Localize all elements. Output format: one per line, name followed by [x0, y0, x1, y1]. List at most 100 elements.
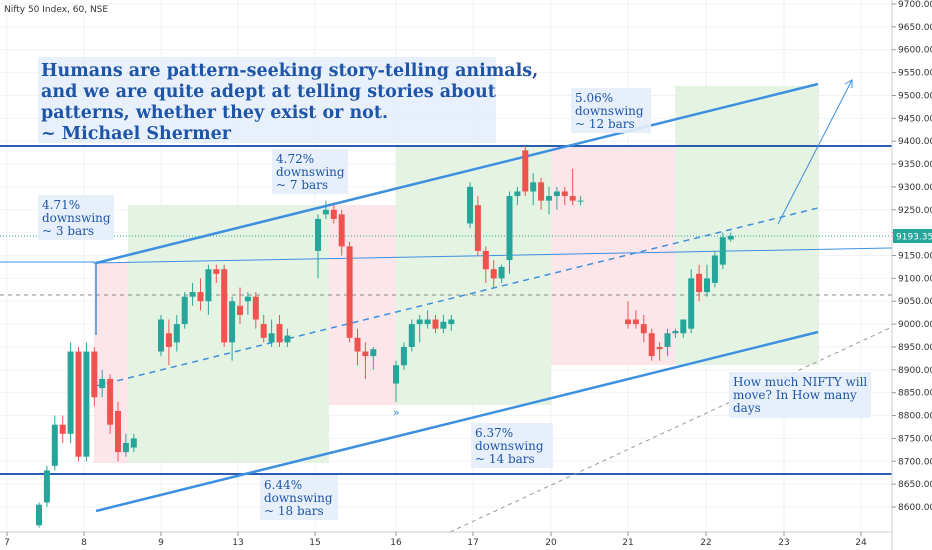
candle-down: [107, 374, 114, 434]
y-tick-label: 9300.00: [898, 183, 932, 193]
candle-up: [229, 296, 236, 361]
candle-up: [424, 310, 431, 329]
y-tick-label: 9700.00: [898, 0, 932, 10]
candle-down: [237, 287, 243, 325]
candle-body: [67, 351, 74, 434]
chart-title: Nifty 50 Index, 60, NSE: [4, 5, 108, 15]
x-tick-label: 21: [622, 538, 633, 548]
candle-down: [115, 401, 121, 462]
candle-body: [530, 182, 537, 192]
candle-body: [490, 269, 497, 279]
label-line: 6.37%: [475, 426, 513, 440]
candle-body: [158, 319, 164, 352]
y-tick-label: 9650.00: [898, 23, 932, 33]
label-line: ~ 12 bars: [575, 117, 635, 131]
y-tick-label: 8700.00: [898, 457, 932, 467]
candle-down: [221, 264, 228, 347]
candle-body: [338, 214, 345, 247]
candle-body: [408, 324, 415, 347]
label-line: How much NIFTY will: [733, 375, 867, 389]
candle-body: [330, 209, 337, 219]
candle-up: [36, 502, 42, 528]
candle-up: [664, 328, 671, 357]
candle-body: [83, 351, 90, 457]
candle-body: [664, 333, 671, 347]
label-line: 5.06%: [575, 91, 613, 105]
annotation-downswing-5: 6.37% downswing ~ 14 bars: [471, 423, 553, 468]
candle-up: [577, 196, 584, 206]
candle-body: [346, 246, 353, 338]
candle-up: [672, 328, 679, 338]
candle-down: [276, 314, 283, 347]
label-line: move? In How many: [733, 388, 857, 402]
candle-body: [284, 335, 291, 343]
x-tick-label: 16: [390, 538, 402, 548]
candle-body: [688, 278, 695, 329]
x-tick-label: 22: [700, 538, 711, 548]
y-tick-label: 9350.00: [898, 160, 932, 170]
label-line: 6.44%: [264, 478, 302, 492]
candle-down: [59, 415, 66, 443]
quote-line-1: Humans are pattern-seeking story-telling…: [41, 61, 538, 81]
candle-up: [448, 314, 455, 331]
x-tick-label: 20: [545, 538, 557, 548]
swing-zone: [551, 146, 675, 365]
candle-up: [393, 360, 399, 402]
candle-body: [424, 319, 431, 325]
x-tick-label: 13: [232, 538, 243, 548]
candle-body: [625, 319, 631, 325]
candle-up: [51, 415, 58, 471]
y-tick-label: 9050.00: [898, 297, 932, 307]
label-box: [729, 372, 871, 418]
candle-body: [130, 438, 137, 448]
candle-up: [43, 465, 50, 507]
candle-body: [221, 269, 228, 343]
label-line: ~ 18 bars: [264, 504, 324, 518]
swing-zone: [94, 262, 128, 463]
candle-up: [322, 200, 329, 219]
candle-body: [416, 319, 423, 325]
y-tick-label: 8950.00: [898, 343, 932, 353]
label-box: [471, 423, 553, 468]
candle-body: [276, 324, 283, 343]
label-box: [571, 88, 651, 133]
y-tick-label: 8650.00: [898, 480, 932, 490]
candle-body: [577, 200, 584, 202]
candle-body: [538, 182, 545, 201]
candle-body: [36, 504, 42, 526]
y-tick-label: 9250.00: [898, 206, 932, 216]
candle-body: [370, 349, 377, 357]
annotation-downswing-3: 5.06% downswing ~ 12 bars: [571, 88, 651, 133]
label-box: [260, 475, 338, 520]
candle-body: [362, 351, 369, 357]
candle-body: [354, 337, 361, 352]
candle-up: [704, 264, 710, 297]
candle-up: [688, 269, 695, 334]
y-tick-label: 9600.00: [898, 46, 932, 56]
candle-down: [197, 278, 204, 311]
candle-up: [498, 264, 505, 283]
candle-up: [181, 292, 188, 329]
candle-body: [467, 186, 473, 224]
channel-median-dashed-line: [95, 207, 819, 387]
candle-body: [448, 319, 455, 325]
candle-body: [252, 296, 259, 320]
candle-body: [522, 150, 529, 192]
candle-up: [440, 314, 447, 334]
candle-body: [561, 191, 568, 197]
y-axis-background: [892, 0, 932, 550]
candle-down: [490, 260, 497, 288]
candle-body: [322, 209, 329, 215]
label-box: [272, 149, 348, 194]
candle-up: [189, 282, 196, 306]
candle-body: [51, 424, 58, 466]
candle-body: [696, 273, 703, 293]
y-tick-label: 8750.00: [898, 434, 932, 444]
candle-body: [482, 250, 489, 270]
candle-up: [719, 232, 726, 270]
candle-down: [213, 264, 220, 283]
y-tick-label: 9150.00: [898, 252, 932, 262]
candle-body: [315, 218, 321, 251]
label-line: downswing: [42, 211, 111, 225]
candle-body: [99, 378, 106, 389]
